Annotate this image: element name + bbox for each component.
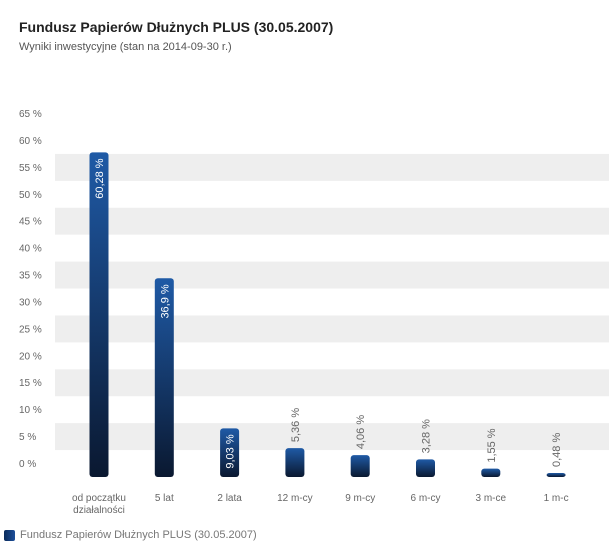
bar-value-label: 36,9 %: [159, 284, 171, 318]
bar[interactable]: [220, 428, 240, 477]
bar-value-label: 9,03 %: [225, 434, 237, 468]
bars: 60,28 % 36,9 % 9,03 % 5,36 % 4,06 % 3,28 % 1,5…: [89, 152, 566, 477]
x-tick-label: 9 m-cy: [345, 493, 375, 504]
y-tick-label: 0 %: [19, 459, 36, 470]
y-axis: 0 % 5 % 10 % 15 % 20 % 25 % 30 % 35 % 40 % 45 % 50…: [19, 109, 42, 470]
y-tick-label: 35 %: [19, 271, 42, 282]
bar-value-label: 4,06 %: [355, 415, 367, 449]
bar[interactable]: [89, 152, 109, 477]
y-tick-label: 20 %: [19, 351, 42, 362]
bar-value-label: 60,28 %: [94, 158, 106, 199]
y-tick-label: 30 %: [19, 297, 42, 308]
grid-band: [55, 153, 609, 181]
grid-band: [55, 369, 609, 397]
x-tick-label: 2 lata: [217, 493, 242, 504]
grid-band: [55, 423, 609, 451]
y-tick-label: 65 %: [19, 109, 42, 120]
grid-band: [55, 315, 609, 343]
y-tick-label: 45 %: [19, 217, 42, 228]
chart-title: Fundusz Papierów Dłużnych PLUS (30.05.20…: [19, 19, 334, 35]
grid-bands: [55, 153, 609, 451]
chart-subtitle: Wyniki inwestycyjne (stan na 2014-09-30 …: [19, 41, 232, 53]
x-tick-label: 12 m-cy: [277, 493, 313, 504]
x-tick-label: 6 m-cy: [411, 493, 441, 504]
y-tick-label: 10 %: [19, 405, 42, 416]
legend[interactable]: Fundusz Papierów Dłużnych PLUS (30.05.20…: [4, 529, 257, 541]
bar-chart: 0 % 5 % 10 % 15 % 20 % 25 % 30 % 35 % 40 % 45 % 50…: [19, 109, 609, 516]
grid-band: [55, 261, 609, 289]
y-tick-label: 40 %: [19, 244, 42, 255]
grid-band: [55, 207, 609, 235]
bar-value-label: 3,28 %: [421, 419, 433, 453]
y-tick-label: 50 %: [19, 190, 42, 201]
y-tick-label: 5 %: [19, 432, 36, 443]
x-tick-label: 3 m-ce: [476, 493, 507, 504]
bar-value-label: 0,48 %: [551, 433, 563, 467]
x-tick-label: 1 m-c: [544, 493, 569, 504]
bar[interactable]: [285, 448, 305, 477]
y-tick-label: 60 %: [19, 136, 42, 147]
legend-label: Fundusz Papierów Dłużnych PLUS (30.05.20…: [20, 529, 257, 541]
bar[interactable]: [416, 459, 435, 477]
bar[interactable]: [350, 455, 370, 477]
x-tick-label: 5 lat: [155, 493, 174, 504]
bar[interactable]: [154, 278, 174, 477]
legend-swatch: [4, 529, 15, 541]
bar[interactable]: [546, 473, 566, 477]
x-tick-label: od początku działalności: [72, 493, 126, 516]
y-tick-label: 15 %: [19, 378, 42, 389]
x-axis: od początku działalności 5 lat 2 lata 12 m-c…: [72, 493, 569, 516]
bar[interactable]: [481, 468, 501, 477]
y-tick-label: 25 %: [19, 324, 42, 335]
y-tick-label: 55 %: [19, 163, 42, 174]
bar-value-label: 1,55 %: [486, 428, 498, 462]
bar-value-label: 5,36 %: [290, 408, 302, 442]
